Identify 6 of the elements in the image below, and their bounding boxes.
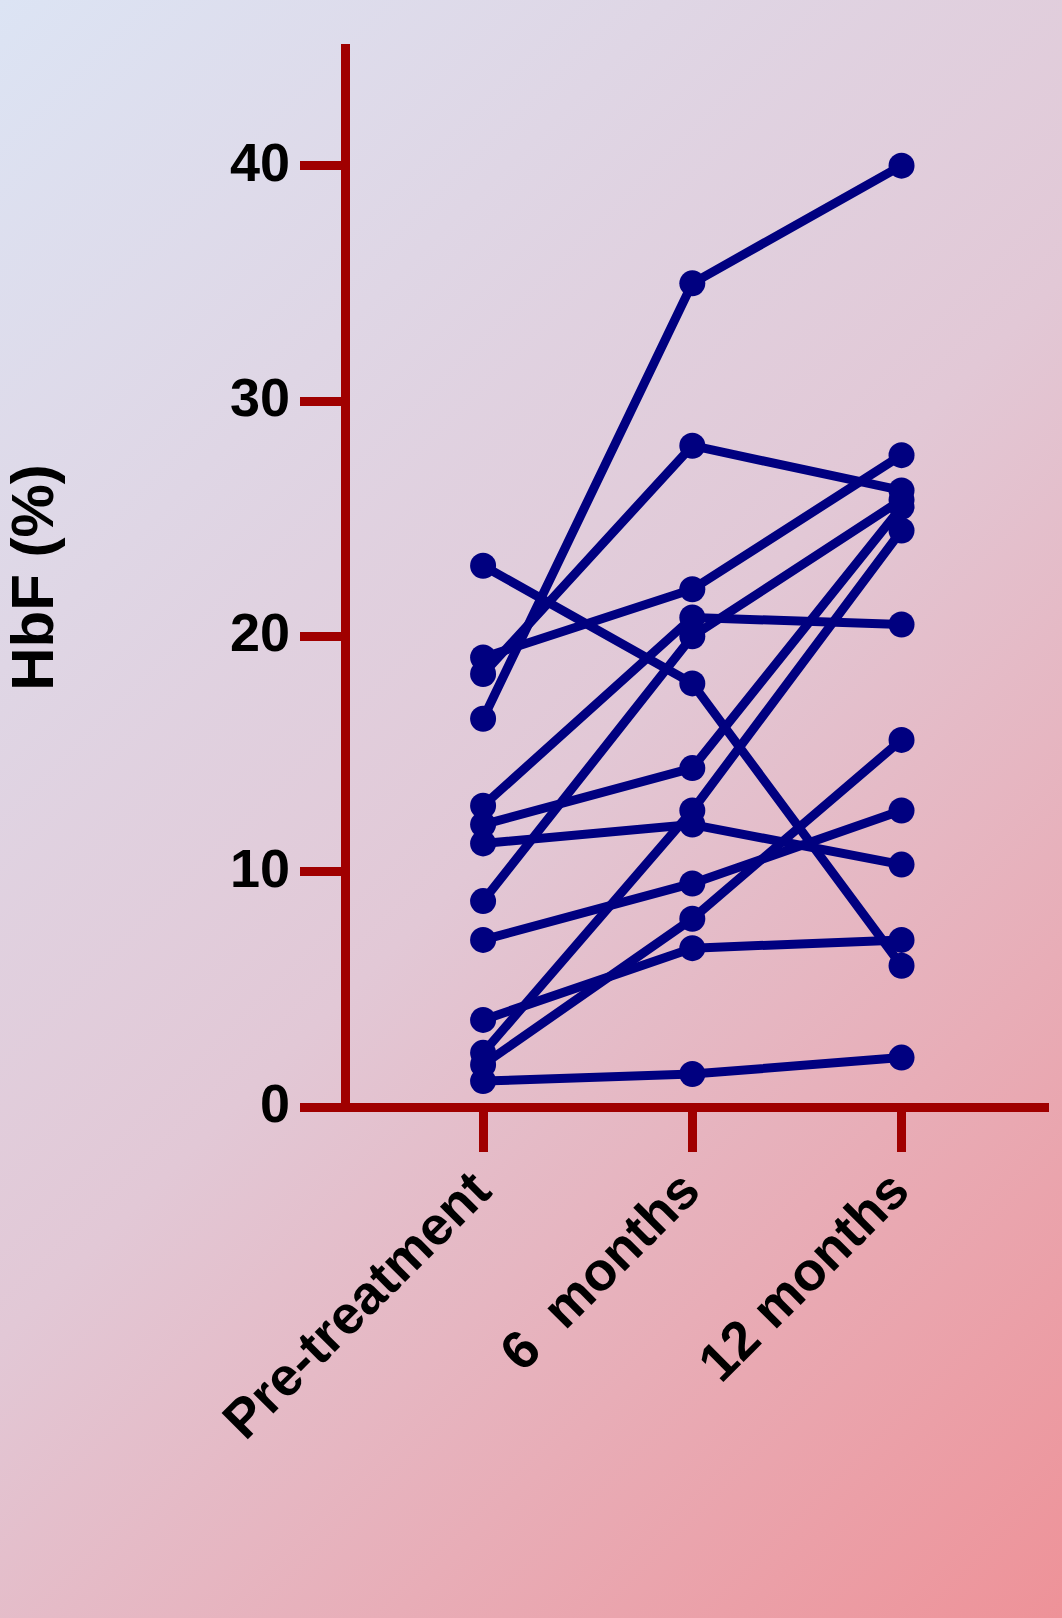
y-tick-label: 20 — [229, 602, 290, 663]
y-tick-label: 40 — [229, 131, 290, 192]
y-tick-label: 10 — [229, 837, 290, 898]
y-tick-label: 30 — [229, 366, 290, 427]
y-tick-label: 0 — [259, 1072, 290, 1133]
y-axis-title: HbF (%) — [0, 464, 66, 691]
